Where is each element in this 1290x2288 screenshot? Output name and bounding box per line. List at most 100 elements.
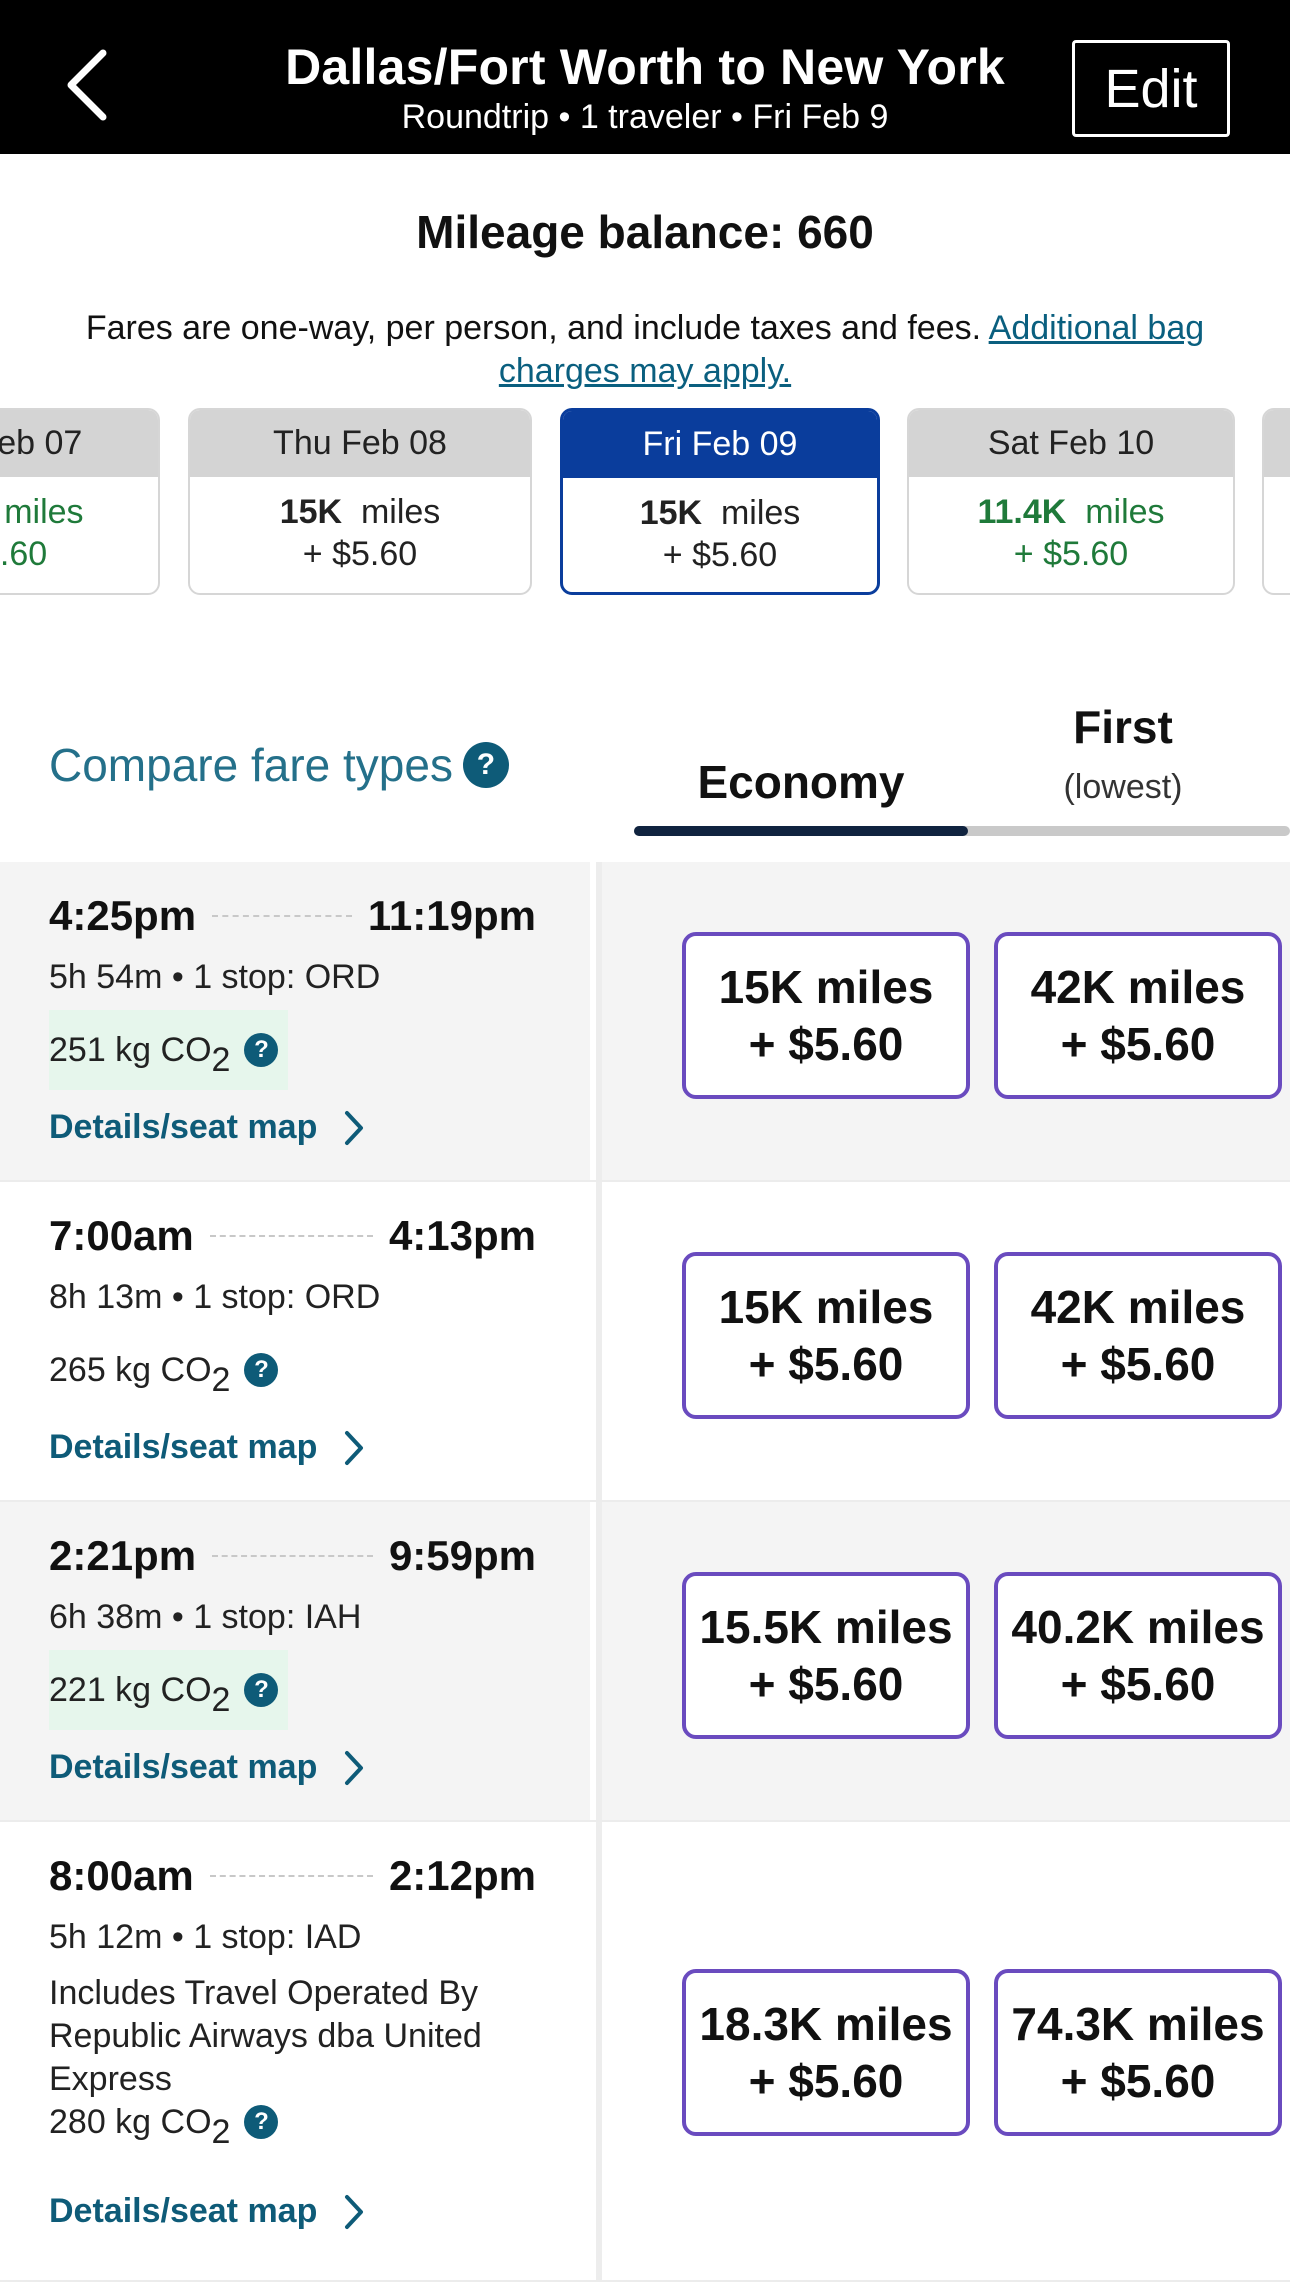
co2-emissions: 221 kg CO 2? <box>49 1650 289 1730</box>
flight-duration: 6h 38m • 1 stop: IAH <box>49 1598 362 1636</box>
date-card-taxes: + $5.60 <box>662 536 778 574</box>
co2-value: 221 kg CO <box>49 1670 212 1709</box>
date-card-taxes: + $5.60 <box>1264 533 1290 575</box>
details-seat-map-link[interactable]: Details/seat map <box>49 1428 365 1467</box>
co2-emissions: 251 kg CO 2? <box>49 1010 289 1090</box>
flight-row: 4:25pm 11:19pm 5h 54m • 1 stop: ORD 251 kg … <box>0 862 1290 1182</box>
date-card-miles: 15K <box>279 493 343 531</box>
flight-times: 4:25pm 11:19pm <box>49 892 536 940</box>
flight-times: 2:21pm 9:59pm <box>49 1532 536 1580</box>
fare-options: 15.5K miles + $5.60 40.2K miles + $5.60 <box>596 1502 1290 1820</box>
compare-fare-types-label: Compare fare types <box>49 739 453 791</box>
fare-options: 15K miles + $5.60 42K miles + $5.60 <box>596 1182 1290 1500</box>
first-fare-miles: 42K miles <box>1030 1280 1246 1333</box>
date-card-taxes: + $5.60 <box>0 535 48 573</box>
date-card-price: 15K miles+ $5.60 <box>190 477 530 575</box>
economy-fare-miles: 15K miles <box>718 960 934 1013</box>
tab-active-indicator <box>634 826 968 836</box>
date-card[interactable]: Wed Feb 0711.4K miles+ $5.60 <box>0 408 160 595</box>
economy-fare-button[interactable]: 18.3K miles + $5.60 <box>682 1969 970 2136</box>
co2-subscript: 2 <box>211 2112 231 2151</box>
flight-row: 2:21pm 9:59pm 6h 38m • 1 stop: IAH 221 kg C… <box>0 1502 1290 1822</box>
date-card-taxes: + $5.60 <box>1013 535 1129 573</box>
help-icon[interactable]: ? <box>244 1673 279 1707</box>
route-line <box>209 1875 373 1877</box>
tab-first-sublabel: (lowest) <box>1063 768 1183 806</box>
date-card-price: 15K miles+ $5.60 <box>1264 477 1290 575</box>
date-card[interactable]: Fri Feb 09 15K miles + $5.60 <box>560 408 880 595</box>
bag-charges-link[interactable]: Additional bag charges may apply. <box>498 309 1205 390</box>
edit-button[interactable]: Edit <box>1072 40 1230 137</box>
economy-fare-price: + $5.60 <box>748 1337 904 1390</box>
date-card-miles-unit: miles <box>720 494 801 532</box>
details-label: Details/seat map <box>49 1748 318 1786</box>
details-label: Details/seat map <box>49 1428 318 1466</box>
first-fare-miles: 74.3K miles <box>1011 1997 1265 2050</box>
date-card[interactable]: Sat Feb 10 11.4K miles + $5.60 <box>907 408 1235 595</box>
date-card-day: Fri Feb 09 <box>563 411 877 478</box>
economy-fare-miles: 15K miles <box>718 1280 934 1333</box>
back-button[interactable] <box>52 40 122 130</box>
date-card[interactable]: Sun Feb 1115K miles+ $5.60 <box>1262 408 1290 595</box>
co2-subscript: 2 <box>211 1680 231 1719</box>
page-title: Dallas/Fort Worth to New York <box>285 39 1005 95</box>
date-card[interactable]: Thu Feb 08 15K miles + $5.60 <box>188 408 532 595</box>
arrive-time: 9:59pm <box>388 1532 536 1579</box>
date-card-day: Sun Feb 11 <box>1264 410 1290 477</box>
date-selector: Wed Feb 07 11.4K miles + $5.60 Thu Feb 08 15… <box>0 408 1290 598</box>
tab-economy[interactable]: Economy <box>697 756 905 808</box>
flight-info: 4:25pm 11:19pm 5h 54m • 1 stop: ORD 251 kg … <box>0 862 590 1180</box>
route-line <box>212 1555 373 1557</box>
first-fare-button[interactable]: 40.2K miles + $5.60 <box>994 1572 1282 1739</box>
chevron-right-icon <box>343 1109 365 1147</box>
co2-emissions: 265 kg CO 2? <box>49 1330 279 1410</box>
chevron-right-icon <box>343 2193 365 2231</box>
tab-first[interactable]: First (lowest) <box>968 700 1278 807</box>
compare-fare-types-link[interactable]: Compare fare types ? <box>49 738 509 792</box>
details-seat-map-link[interactable]: Details/seat map <box>49 1108 365 1147</box>
flight-duration: 5h 54m • 1 stop: ORD <box>49 958 381 996</box>
depart-time: 2:21pm <box>49 1532 197 1579</box>
date-card-price: 11.4K miles+ $5.60 <box>0 477 158 575</box>
depart-time: 8:00am <box>49 1852 194 1899</box>
flight-info: 8:00am 2:12pm 5h 12m • 1 stop: IAD Includes… <box>0 1822 590 2280</box>
details-seat-map-link[interactable]: Details/seat map <box>49 1748 365 1787</box>
co2-value: 280 kg CO <box>49 2102 212 2141</box>
economy-fare-button[interactable]: 15K miles + $5.60 <box>682 932 970 1099</box>
help-icon[interactable]: ? <box>244 1353 279 1387</box>
co2-value: 251 kg CO <box>49 1030 212 1069</box>
date-card-price: 11.4K miles+ $5.60 <box>909 477 1233 575</box>
arrive-time: 11:19pm <box>367 892 536 939</box>
economy-fare-button[interactable]: 15.5K miles + $5.60 <box>682 1572 970 1739</box>
fare-note: Fares are one-way, per person, and inclu… <box>40 307 1250 393</box>
date-card-day: Sat Feb 10 <box>909 410 1233 477</box>
co2-subscript: 2 <box>211 1360 231 1399</box>
flight-row: 7:00am 4:13pm 8h 13m • 1 stop: ORD 265 kg C… <box>0 1182 1290 1502</box>
flight-duration: 8h 13m • 1 stop: ORD <box>49 1278 381 1316</box>
economy-fare-miles: 15.5K miles <box>699 1600 953 1653</box>
date-card-miles-unit: miles <box>360 493 441 531</box>
economy-fare-button[interactable]: 15K miles + $5.60 <box>682 1252 970 1419</box>
co2-value: 265 kg CO <box>49 1350 212 1389</box>
depart-time: 7:00am <box>49 1212 194 1259</box>
date-card-miles: 15K <box>639 494 703 532</box>
first-fare-button[interactable]: 74.3K miles + $5.60 <box>994 1969 1282 2136</box>
help-icon[interactable]: ? <box>244 1033 279 1067</box>
fare-options: 15K miles + $5.60 42K miles + $5.60 <box>596 862 1290 1180</box>
help-icon[interactable]: ? <box>244 2105 279 2139</box>
first-fare-button[interactable]: 42K miles + $5.60 <box>994 932 1282 1099</box>
chevron-right-icon <box>343 1429 365 1467</box>
details-seat-map-link[interactable]: Details/seat map <box>49 2192 365 2231</box>
first-fare-button[interactable]: 42K miles + $5.60 <box>994 1252 1282 1419</box>
route-line <box>209 1235 373 1237</box>
help-icon[interactable]: ? <box>462 742 509 788</box>
date-card-day: Thu Feb 08 <box>190 410 530 477</box>
mileage-balance: Mileage balance: 660 <box>416 206 874 258</box>
flight-list: 4:25pm 11:19pm 5h 54m • 1 stop: ORD 251 kg … <box>0 862 1290 2282</box>
flight-times: 8:00am 2:12pm <box>49 1852 536 1900</box>
first-fare-price: + $5.60 <box>1060 1337 1216 1390</box>
trip-summary: Roundtrip • 1 traveler • Fri Feb 9 <box>401 98 889 136</box>
date-card-miles-unit: miles <box>4 493 84 531</box>
flight-info: 7:00am 4:13pm 8h 13m • 1 stop: ORD 265 kg C… <box>0 1182 590 1500</box>
first-fare-miles: 40.2K miles <box>1011 1600 1265 1653</box>
